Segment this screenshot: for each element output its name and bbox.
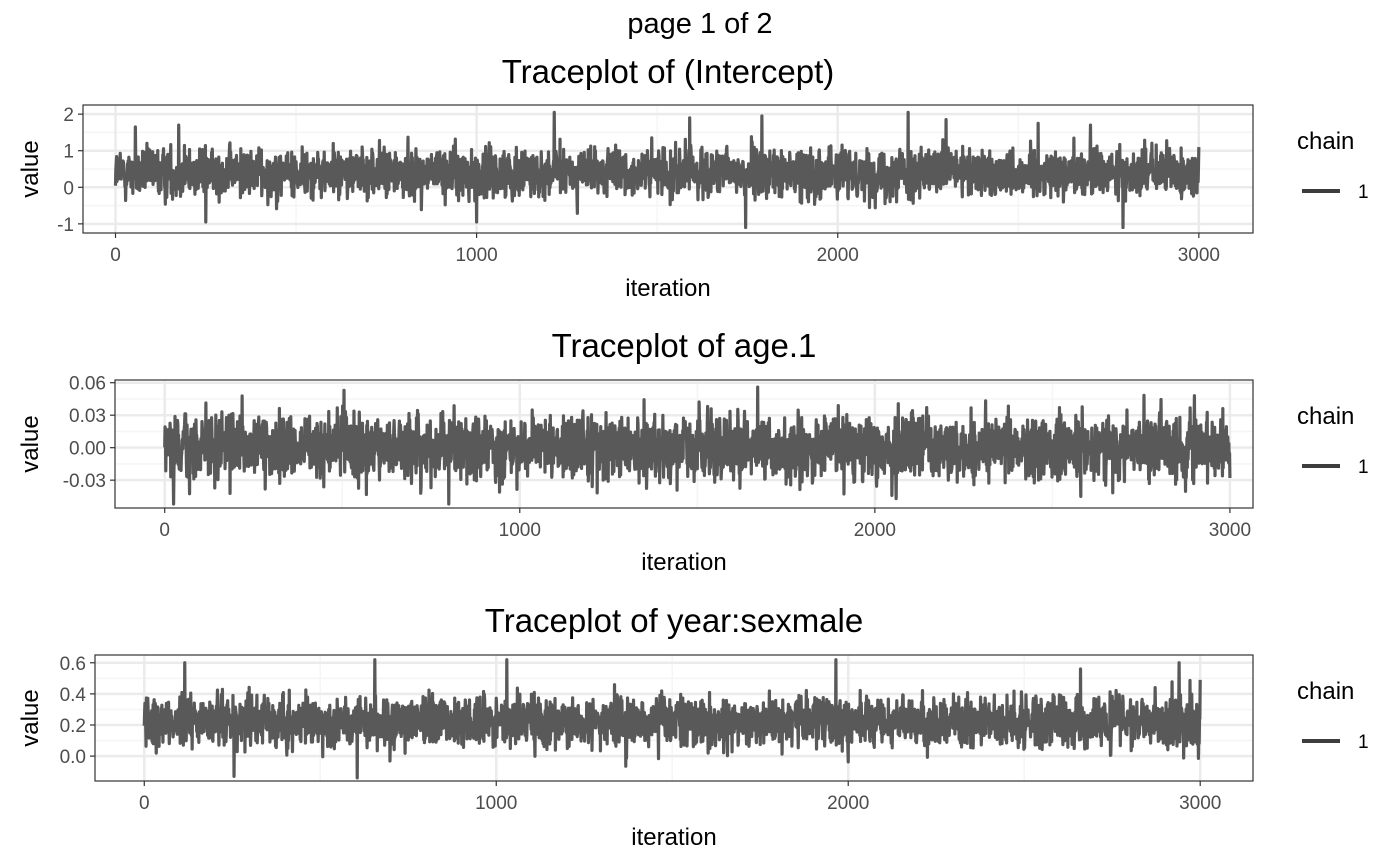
panel-border [114, 379, 1254, 509]
trace-line-chain-1 [163, 385, 1232, 506]
legend: chain 1 [1297, 128, 1369, 203]
legend: chain 1 [1297, 403, 1369, 478]
legend-label: 1 [1358, 457, 1369, 478]
x-tick-label: 1000 [499, 520, 541, 541]
page-title: page 1 of 2 [627, 8, 772, 40]
y-axis-title: value [17, 415, 44, 472]
x-tick-label: 0 [139, 793, 150, 814]
x-tick-label: 3000 [1209, 520, 1251, 541]
panel-border [94, 654, 1254, 782]
x-axis-title: iteration [631, 824, 716, 851]
legend-title: chain [1297, 403, 1354, 430]
y-tick-label: -1 [57, 215, 74, 236]
y-axis-title: value [17, 140, 44, 197]
y-tick-label: 0.2 [60, 716, 86, 737]
x-tick-label: 0 [110, 245, 121, 266]
y-tick-label: 0 [63, 178, 74, 199]
x-tick-label: 0 [159, 520, 170, 541]
plot-title: Traceplot of year:sexmale [485, 602, 863, 639]
y-tick-label: 0.0 [60, 747, 86, 768]
x-tick-label: 3000 [1179, 793, 1221, 814]
y-tick-label: 0.6 [60, 654, 86, 675]
legend-label: 1 [1358, 182, 1369, 203]
x-tick-label: 1000 [455, 245, 497, 266]
y-tick-label: 2 [63, 105, 74, 126]
y-tick-label: 0.4 [60, 685, 87, 706]
y-tick-label: -0.03 [63, 471, 106, 492]
panel-border [82, 104, 1254, 234]
x-tick-label: 2000 [827, 793, 869, 814]
x-axis-title: iteration [625, 275, 710, 302]
trace-panel-3: 0 1000 2000 3000 0.0 0.2 0.4 0.6 Traceplot of ye… [17, 602, 1369, 851]
legend-title: chain [1297, 128, 1354, 155]
legend: chain 1 [1297, 678, 1369, 753]
trace-line-chain-1 [113, 110, 1201, 230]
trace-line-chain-1 [142, 658, 1202, 780]
y-tick-label: 0.00 [69, 439, 106, 460]
x-tick-label: 2000 [854, 520, 896, 541]
plot-title: Traceplot of (Intercept) [502, 53, 835, 90]
legend-label: 1 [1358, 732, 1369, 753]
plot-title: Traceplot of age.1 [552, 327, 817, 364]
y-axis-title: value [17, 689, 44, 746]
legend-title: chain [1297, 678, 1354, 705]
x-tick-label: 1000 [475, 793, 517, 814]
x-tick-label: 3000 [1178, 245, 1220, 266]
x-axis-title: iteration [641, 549, 726, 576]
y-tick-label: 1 [63, 142, 74, 163]
x-tick-label: 2000 [817, 245, 859, 266]
y-tick-label: 0.06 [69, 374, 106, 395]
trace-panel-2: 0 1000 2000 3000 -0.03 0.00 0.03 0.06 Traceplot … [17, 327, 1369, 576]
trace-panel-1: 0 1000 2000 3000 -1 0 1 2 Traceplot of (Intercep… [17, 53, 1369, 302]
y-tick-label: 0.03 [69, 406, 106, 427]
